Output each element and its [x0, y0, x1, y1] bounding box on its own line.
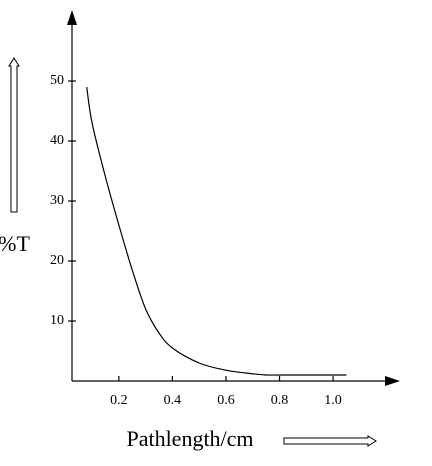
y-axis-label: %T [0, 231, 30, 256]
x-tick-label: 0.2 [110, 393, 128, 408]
x-tick-label: 0.8 [271, 393, 289, 408]
x-label-arrow [283, 435, 377, 447]
y-tick-label: 20 [50, 253, 64, 268]
y-tick-label: 10 [50, 313, 64, 328]
x-tick-label: 0.6 [217, 393, 235, 408]
y-tick-label: 40 [50, 133, 64, 148]
y-label-arrow [8, 57, 20, 213]
x-tick-label: 1.0 [324, 393, 342, 408]
x-axis-label: Pathlength/cm [126, 426, 253, 451]
y-tick-label: 50 [50, 73, 64, 88]
x-tick-label: 0.4 [164, 393, 182, 408]
y-axis-arrow [67, 10, 77, 25]
data-line [86, 86, 347, 376]
x-axis-arrow [385, 376, 400, 386]
y-tick-label: 30 [50, 193, 64, 208]
